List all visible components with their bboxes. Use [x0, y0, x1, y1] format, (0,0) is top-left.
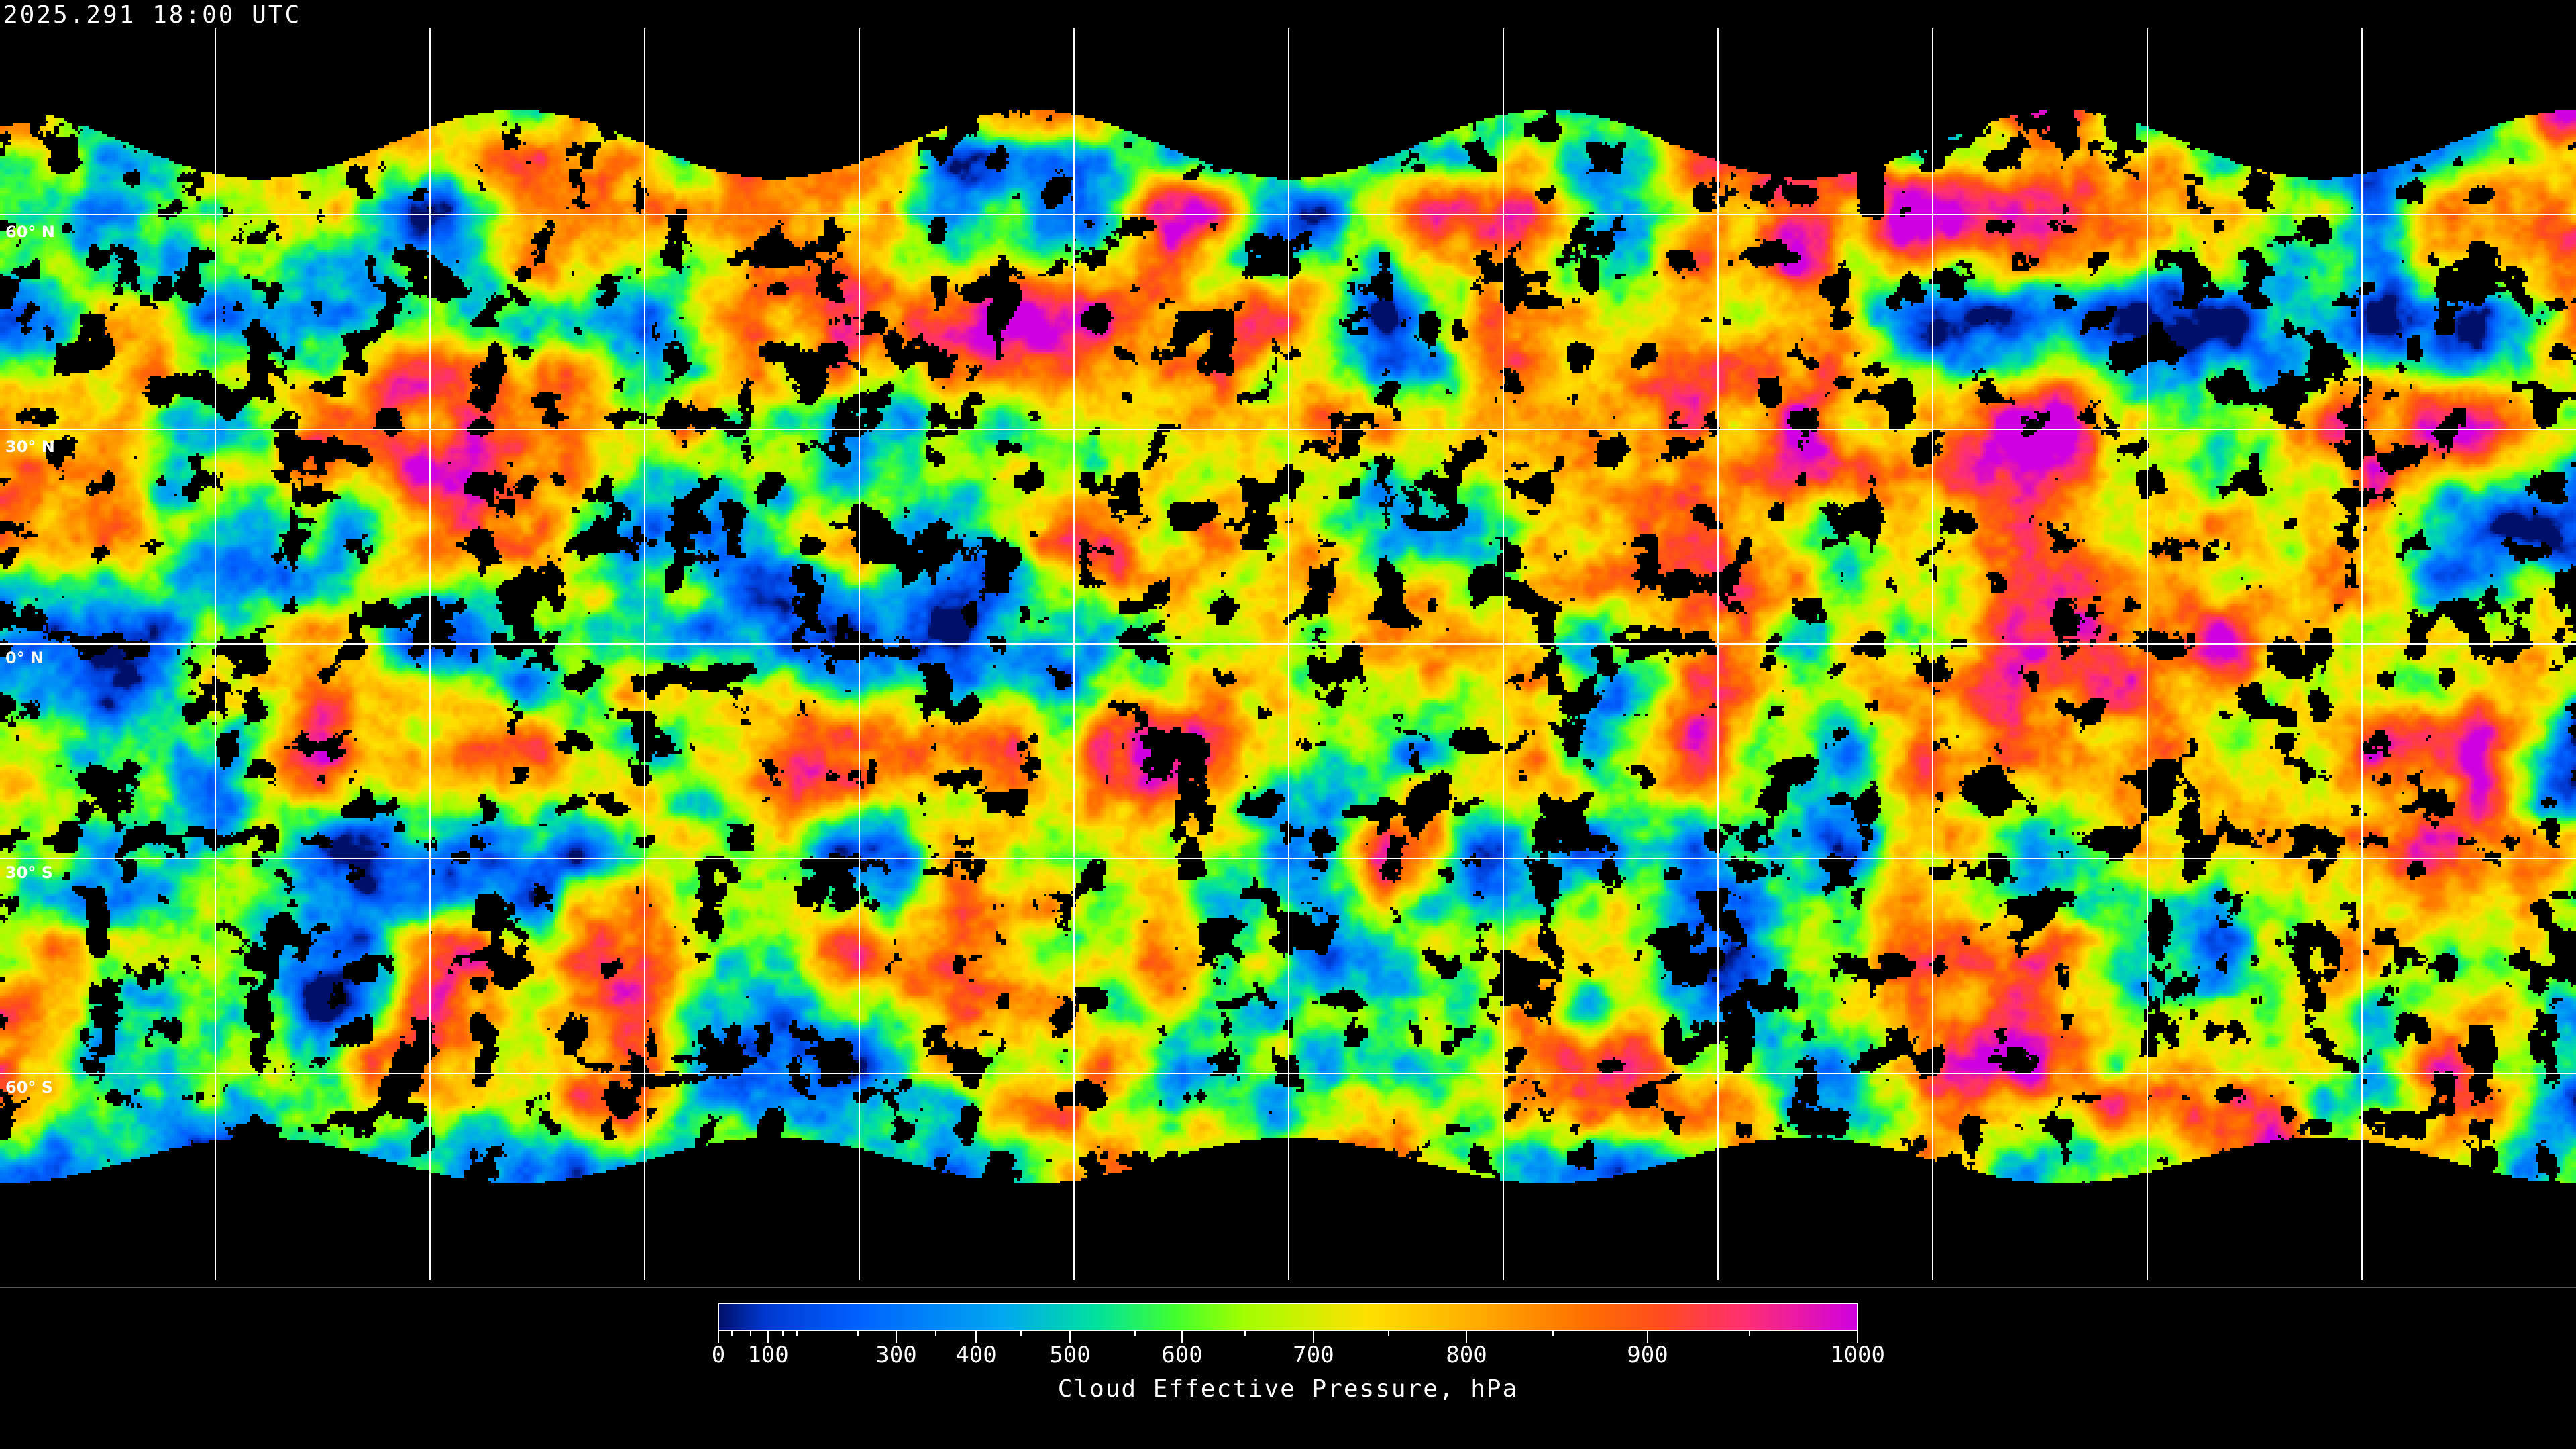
meridian-line [1932, 28, 1933, 1280]
lat-label-60s: 60° S [5, 1078, 54, 1097]
colorbar-tick-label: 1000 [1830, 1342, 1885, 1368]
cloud-pressure-map: 60° N 30° N 0° N 30° S 60° S [0, 0, 2576, 1288]
meridian-line [644, 28, 645, 1280]
divider [0, 1287, 2576, 1288]
meridian-line [1503, 28, 1504, 1280]
colorbar-minor-tick [782, 1331, 784, 1336]
lat-label-0n: 0° N [5, 649, 44, 667]
colorbar-major-tick [1857, 1331, 1858, 1343]
colorbar-minor-tick [796, 1331, 798, 1336]
colorbar-major-tick [718, 1331, 719, 1343]
colorbar-minor-tick [1552, 1331, 1554, 1336]
colorbar-major-tick [896, 1331, 897, 1343]
parallel-line [0, 858, 2576, 859]
colorbar-tick-label: 800 [1446, 1342, 1487, 1368]
colorbar-title: Cloud Effective Pressure, hPa [1057, 1375, 1519, 1403]
colorbar-tick-label: 300 [875, 1342, 917, 1368]
colorbar-major-tick [1466, 1331, 1467, 1343]
colorbar-minor-tick [1134, 1331, 1136, 1336]
meridian-line [215, 28, 216, 1280]
colorbar-major-tick [767, 1331, 769, 1343]
lat-label-30s: 30° S [5, 863, 54, 882]
colorbar-tick-label: 400 [955, 1342, 997, 1368]
colorbar-major-tick [975, 1331, 977, 1343]
colorbar-major-tick [1313, 1331, 1314, 1343]
colorbar-minor-tick [1388, 1331, 1389, 1336]
colorbar-tick-label: 900 [1627, 1342, 1668, 1368]
colorbar-minor-tick [1749, 1331, 1750, 1336]
colorbar-minor-tick [750, 1331, 751, 1336]
colorbar-minor-tick [1020, 1331, 1022, 1336]
colorbar-minor-tick [857, 1331, 859, 1336]
timestamp: 2025.291 18:00 UTC [3, 1, 302, 29]
colorbar-tick-label: 0 [711, 1342, 726, 1368]
lat-label-60n: 60° N [5, 223, 55, 241]
colorbar-tick-label: 500 [1049, 1342, 1091, 1368]
colorbar-tick-label: 700 [1293, 1342, 1334, 1368]
colorbar-major-tick [1069, 1331, 1071, 1343]
colorbar-tick-label: 600 [1161, 1342, 1203, 1368]
meridian-line [2147, 28, 2148, 1280]
meridian-line [859, 28, 860, 1280]
meridian-line [1288, 28, 1289, 1280]
meridian-line [1717, 28, 1719, 1280]
colorbar [718, 1303, 1858, 1331]
colorbar-minor-tick [731, 1331, 733, 1336]
lat-label-30n: 30° N [5, 437, 55, 456]
meridian-line [1073, 28, 1075, 1280]
meridian-line [429, 28, 431, 1280]
colorbar-minor-tick [935, 1331, 936, 1336]
meridian-line [2361, 28, 2363, 1280]
parallel-line [0, 1073, 2576, 1074]
colorbar-major-tick [1647, 1331, 1648, 1343]
colorbar-minor-tick [1244, 1331, 1246, 1336]
parallel-line [0, 643, 2576, 645]
parallel-line [0, 429, 2576, 430]
parallel-line [0, 214, 2576, 215]
colorbar-tick-label: 100 [747, 1342, 789, 1368]
colorbar-major-tick [1181, 1331, 1183, 1343]
